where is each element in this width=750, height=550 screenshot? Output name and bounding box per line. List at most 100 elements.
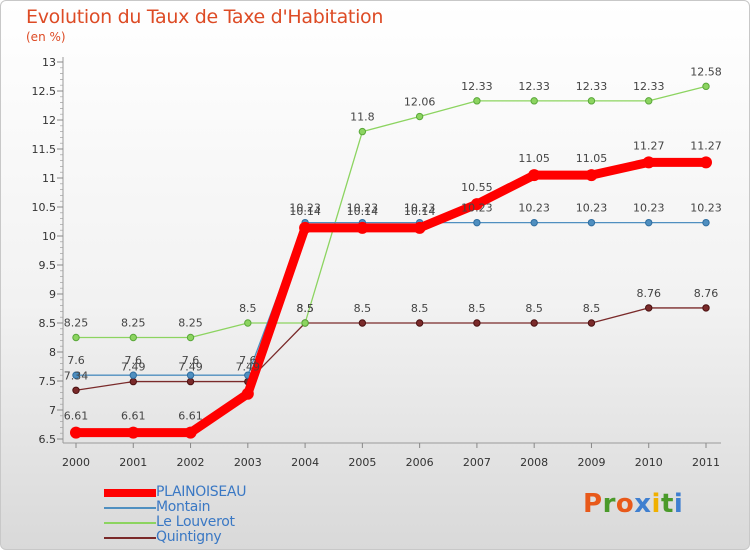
- data-label-quintigny: 7.49: [236, 361, 261, 374]
- brand-letter: o: [615, 489, 635, 519]
- data-point-montain: [587, 218, 596, 227]
- x-tick-label: 2007: [463, 456, 491, 469]
- data-label-quintigny: 7.49: [178, 361, 203, 374]
- data-label-quintigny: 8.5: [525, 302, 543, 315]
- data-point-le-louverot: [415, 112, 424, 121]
- data-point-montain: [129, 371, 137, 379]
- data-label-quintigny: 8.76: [636, 287, 661, 300]
- data-point-montain: [186, 371, 195, 379]
- data-label-le-louverot: 12.06: [404, 96, 436, 109]
- data-point-plainoiseau: [700, 156, 712, 169]
- data-label-le-louverot: 8.25: [121, 317, 146, 330]
- data-point-plainoiseau: [356, 221, 369, 234]
- data-label-plainoiseau: 6.61: [178, 410, 203, 423]
- data-point-le-louverot: [702, 82, 710, 91]
- data-label-montain: 7.6: [125, 354, 143, 367]
- x-tick-label: 2008: [520, 456, 548, 469]
- x-tick-label: 2004: [291, 456, 319, 469]
- data-label-quintigny: 8.76: [694, 287, 719, 300]
- data-point-montain: [473, 218, 481, 227]
- legend-swatch: [104, 522, 156, 524]
- data-label-quintigny: 8.5: [354, 302, 372, 315]
- data-label-quintigny: 8.5: [583, 302, 601, 315]
- data-label-montain: 10.23: [576, 202, 608, 215]
- data-point-plainoiseau: [70, 426, 82, 439]
- y-tick-label: 8: [49, 346, 56, 359]
- data-point-le-louverot: [244, 319, 252, 327]
- series-line-montain: [75, 222, 707, 376]
- y-tick-label: 13: [42, 56, 56, 69]
- data-point-le-louverot: [358, 127, 367, 136]
- y-tick-label: 12: [42, 114, 56, 127]
- y-tick-label: 11: [42, 172, 56, 185]
- data-point-quintigny: [473, 319, 481, 327]
- data-point-plainoiseau: [528, 169, 541, 182]
- y-tick-label: 6.5: [39, 433, 57, 446]
- x-tick-label: 2009: [577, 456, 605, 469]
- data-point-plainoiseau: [241, 387, 254, 400]
- y-tick-label: 9.5: [39, 259, 57, 272]
- data-label-plainoiseau: 11.27: [633, 139, 665, 152]
- series-line-quintigny: [75, 307, 707, 391]
- data-point-plainoiseau: [642, 156, 655, 169]
- legend-label: PLAINOISEAU: [156, 484, 247, 500]
- data-label-montain: 7.6: [182, 354, 200, 367]
- brand-letter: P: [583, 489, 603, 519]
- data-label-plainoiseau: 6.61: [121, 410, 146, 423]
- data-label-le-louverot: 12.33: [576, 80, 608, 93]
- data-label-montain: 10.23: [461, 202, 493, 215]
- data-label-montain: 7.6: [239, 354, 257, 367]
- brand-letter: r: [602, 489, 616, 519]
- data-point-quintigny: [186, 377, 195, 386]
- data-label-le-louverot: 12.33: [633, 80, 665, 93]
- data-point-le-louverot: [645, 97, 653, 105]
- data-point-le-louverot: [186, 333, 195, 342]
- data-point-quintigny: [129, 377, 137, 386]
- chart-unit-label: (en %): [26, 30, 66, 44]
- data-label-quintigny: 8.5: [296, 302, 314, 315]
- y-tick-label: 7.5: [39, 375, 57, 388]
- chart-title: Evolution du Taux de Taxe d'Habitation: [26, 6, 384, 28]
- y-tick-label: 7: [49, 404, 56, 417]
- data-point-quintigny: [702, 304, 710, 312]
- data-label-montain: 10.23: [690, 202, 722, 215]
- data-point-montain: [530, 218, 538, 227]
- data-point-plainoiseau: [585, 169, 598, 182]
- data-label-plainoiseau: 11.05: [518, 152, 550, 165]
- data-label-montain: 10.23: [404, 202, 436, 215]
- data-label-plainoiseau: 10.55: [461, 181, 493, 194]
- x-tick-label: 2005: [348, 456, 376, 469]
- legend-swatch: [104, 489, 156, 497]
- data-point-quintigny: [587, 319, 596, 327]
- data-point-le-louverot: [129, 333, 137, 342]
- data-label-le-louverot: 12.33: [518, 80, 550, 93]
- x-tick-label: 2000: [62, 456, 90, 469]
- data-point-quintigny: [645, 304, 653, 312]
- data-point-le-louverot: [473, 97, 481, 105]
- legend-label: Montain: [156, 499, 211, 515]
- data-point-quintigny: [530, 319, 538, 327]
- data-label-le-louverot: 8.25: [178, 317, 203, 330]
- data-point-plainoiseau: [299, 221, 312, 234]
- x-tick-label: 2003: [234, 456, 262, 469]
- proxiti-logo: Proxiti: [583, 489, 683, 519]
- data-point-plainoiseau: [470, 198, 483, 211]
- data-label-montain: 10.23: [633, 202, 665, 215]
- data-point-montain: [645, 218, 653, 227]
- data-point-le-louverot: [301, 319, 309, 327]
- legend-swatch: [104, 537, 156, 539]
- data-label-le-louverot: 8.25: [64, 317, 89, 330]
- legend-swatch: [104, 507, 156, 509]
- y-tick-label: 8.5: [39, 317, 57, 330]
- y-tick-label: 11.5: [32, 143, 57, 156]
- data-label-montain: 10.23: [347, 202, 379, 215]
- data-point-quintigny: [72, 386, 80, 394]
- data-label-plainoiseau: 10.14: [347, 205, 379, 218]
- data-point-quintigny: [358, 319, 367, 327]
- legend-label: Quintigny: [156, 529, 222, 545]
- brand-letter: t: [660, 489, 674, 519]
- data-label-le-louverot: 12.58: [690, 65, 722, 78]
- legend-label: Le Louverot: [156, 514, 235, 530]
- data-label-le-louverot: 12.33: [461, 80, 493, 93]
